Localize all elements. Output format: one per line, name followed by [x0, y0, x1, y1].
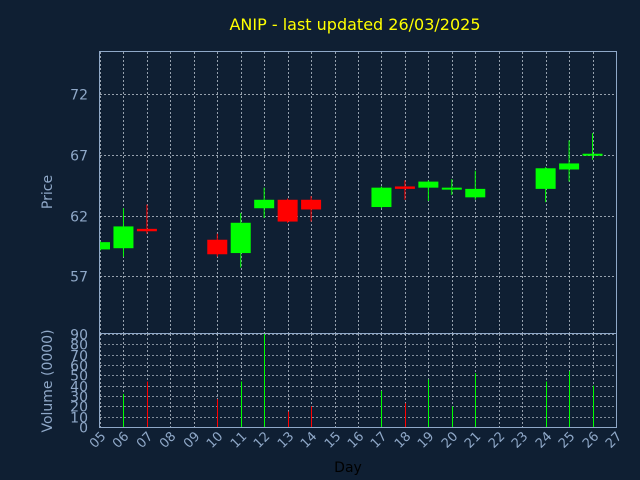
candle-body — [230, 222, 251, 254]
candle-body — [136, 228, 157, 232]
day-tick-labels: 05 06 07 08 09 10 11 12 13 14 15 16 17 18 19 20 21 22 23 24… — [87, 429, 625, 451]
volume-tick-label: 10 — [70, 411, 88, 427]
price-gridlines — [100, 52, 617, 333]
price-tick-labels: 57 62 67 72 — [70, 88, 88, 286]
candle — [113, 208, 134, 257]
candle-body — [207, 239, 228, 255]
candle — [230, 213, 251, 268]
volume-tick-label: 0 — [79, 421, 88, 437]
candle-body — [254, 199, 275, 209]
volume-tick-label: 60 — [70, 359, 88, 375]
candle-body — [100, 242, 110, 250]
volume-tick-label: 20 — [70, 400, 88, 416]
candle — [277, 198, 298, 223]
candle — [418, 180, 439, 201]
candle-body — [559, 163, 580, 170]
volume-tick-label: 80 — [70, 338, 88, 354]
candle — [371, 186, 392, 209]
candle — [301, 196, 322, 222]
candle-body — [441, 187, 462, 190]
candle — [394, 180, 415, 200]
price-candles — [99, 133, 603, 268]
candle-body — [113, 226, 134, 249]
candle — [254, 187, 275, 218]
candle-body — [418, 181, 439, 188]
candle — [559, 140, 580, 182]
candle-body — [371, 187, 392, 208]
candle-body — [301, 199, 322, 210]
candle-body — [535, 168, 556, 189]
price-tick-label: 62 — [70, 210, 88, 226]
candle — [535, 167, 556, 203]
price-tick-label: 57 — [70, 270, 88, 286]
chart-title: ANIP - last updated 26/03/2025 — [229, 15, 480, 34]
volume-tick-label: 90 — [70, 328, 88, 344]
candle — [99, 240, 110, 251]
candle — [207, 233, 228, 257]
candle — [136, 204, 157, 234]
volume-panel-frame — [99, 333, 617, 428]
volume-tick-label: 50 — [70, 369, 88, 385]
candle — [441, 179, 462, 195]
candle-body — [277, 199, 298, 222]
volume-axis-label: Volume (0000) — [40, 329, 56, 432]
day-axis-label: Day — [334, 460, 362, 476]
volume-bars — [123, 334, 594, 427]
price-axis-label: Price — [40, 175, 56, 209]
candle-body — [394, 186, 415, 189]
price-tick-label: 67 — [70, 149, 88, 165]
price-tick-label: 72 — [70, 88, 88, 104]
volume-tick-label: 30 — [70, 390, 88, 406]
candle — [465, 170, 486, 200]
volume-tick-label: 40 — [70, 380, 88, 396]
candle — [582, 133, 603, 160]
candle-body — [582, 153, 603, 156]
volume-tick-label: 70 — [70, 349, 88, 365]
candle-body — [465, 188, 486, 198]
